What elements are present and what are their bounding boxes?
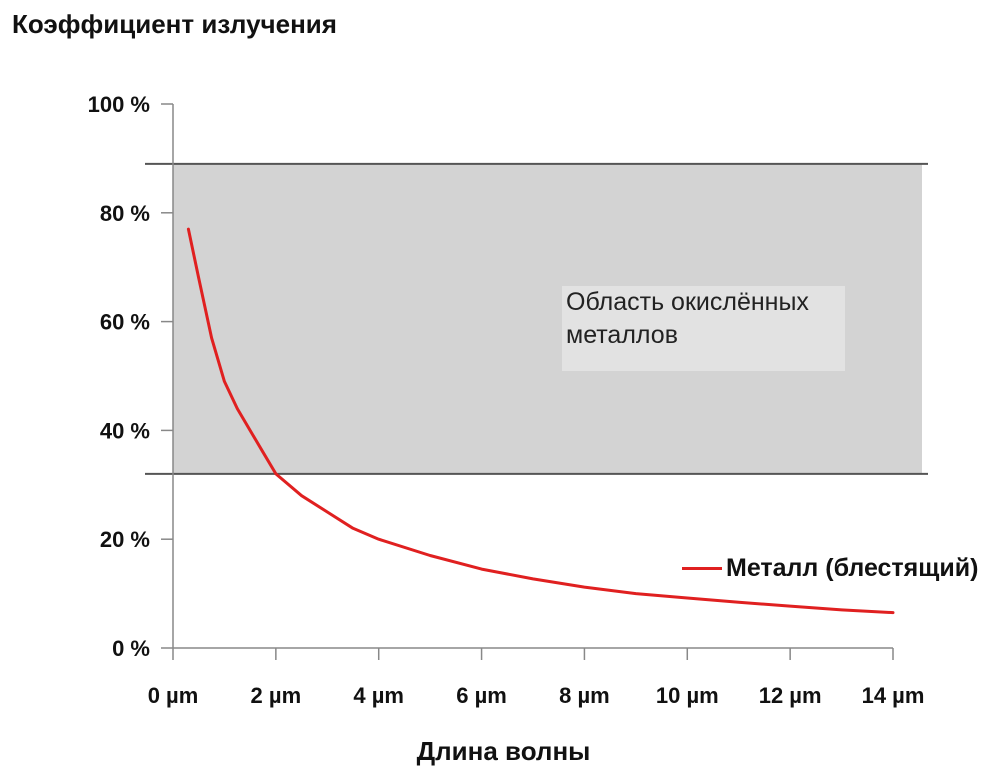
legend-line-swatch — [682, 567, 722, 570]
series-layer — [186, 227, 895, 615]
series-line-metal-shiny — [186, 227, 895, 615]
x-tick-label: 12 µm — [759, 683, 822, 708]
x-tick-label: 6 µm — [456, 683, 507, 708]
y-tick-label: 0 % — [112, 636, 150, 661]
legend-label: Металл (блестящий) — [726, 554, 979, 582]
y-tick-label: 40 % — [100, 418, 150, 443]
x-axis-title: Длина волны — [416, 736, 591, 766]
x-tick-label: 2 µm — [251, 683, 302, 708]
x-tick-label: 14 µm — [862, 683, 925, 708]
x-tick-label: 10 µm — [656, 683, 719, 708]
y-axis-title: Коэффициент излучения — [12, 9, 337, 39]
x-tick-label: 8 µm — [559, 683, 610, 708]
chart-axes — [172, 104, 893, 649]
y-tick-label: 20 % — [100, 527, 150, 552]
legend: Металл (блестящий) — [682, 554, 978, 583]
y-tick-label: 100 % — [88, 92, 150, 117]
tick-labels: 100 % 80 % 60 % 40 % 20 % 0 % 0 µm 2 µm 4 µm 6 µm… — [88, 92, 925, 708]
y-tick-label: 60 % — [100, 310, 150, 335]
region-label: Область окислённых металлов — [562, 286, 845, 371]
y-tick-label: 80 % — [100, 201, 150, 226]
x-tick-label: 4 µm — [353, 683, 404, 708]
x-tick-label: 0 µm — [148, 683, 199, 708]
